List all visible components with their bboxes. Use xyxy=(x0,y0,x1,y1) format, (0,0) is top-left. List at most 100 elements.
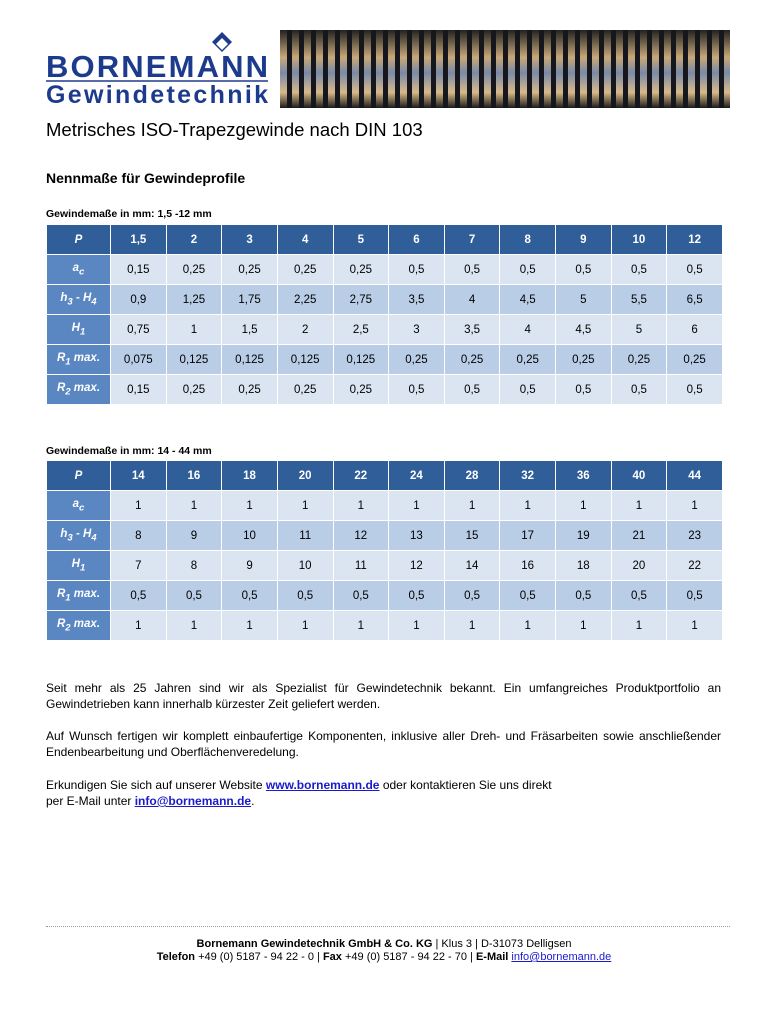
label-part: 2 xyxy=(65,622,71,634)
label-part: h xyxy=(60,291,68,304)
row: h3 - H4 8 9 10 11 12 13 15 17 19 21 23 xyxy=(46,520,723,551)
text: oder kontaktieren Sie uns direkt xyxy=(379,778,552,792)
cell: 2,5 xyxy=(332,314,390,345)
cell: 15 xyxy=(443,520,501,551)
header-cell: 2 xyxy=(165,224,223,255)
label-part: R xyxy=(56,587,66,600)
cell: 0,5 xyxy=(110,580,167,611)
cell: 16 xyxy=(499,550,556,581)
cell: 11 xyxy=(276,520,334,551)
label-part: 1 xyxy=(79,562,86,574)
text: Bornemann Gewindetechnik GmbH & Co. KG xyxy=(196,938,433,950)
cell: 1 xyxy=(499,490,556,521)
cell: 1 xyxy=(165,314,223,345)
cell: 0,125 xyxy=(332,344,390,375)
cell: 0,15 xyxy=(110,254,167,285)
text: +49 (0) 5187 - 94 22 - 70 | xyxy=(341,951,476,963)
header-row: P 14 16 18 20 22 24 28 32 36 40 44 xyxy=(46,460,723,491)
header-cell: 18 xyxy=(221,460,278,491)
cell: 0,25 xyxy=(276,374,334,405)
header-cell: 20 xyxy=(276,460,334,491)
label-part: c xyxy=(79,502,85,514)
cell: 1 xyxy=(610,490,668,521)
cell: 0,25 xyxy=(388,344,445,375)
header-cell: 8 xyxy=(499,224,556,255)
cell: 0,25 xyxy=(610,344,668,375)
label-part: 3 xyxy=(67,532,73,544)
cell: 0,125 xyxy=(165,344,223,375)
text: Erkundigen Sie sich auf unserer Website xyxy=(46,778,266,792)
cell: 1 xyxy=(332,490,390,521)
cell: 5,5 xyxy=(610,284,668,315)
cell: 1 xyxy=(443,490,501,521)
cell: 0,9 xyxy=(110,284,167,315)
row-label: h3 - H4 xyxy=(46,520,111,551)
link[interactable]: info@bornemann.de xyxy=(134,794,252,808)
text: Fax xyxy=(322,951,342,963)
header-cell: 10 xyxy=(610,224,668,255)
label-part: max. xyxy=(70,381,101,394)
cell: 0,5 xyxy=(165,580,223,611)
header-cell: 24 xyxy=(388,460,445,491)
footer: Bornemann Gewindetechnik GmbH & Co. KG |… xyxy=(0,938,768,964)
cell: 0,5 xyxy=(388,374,445,405)
divider xyxy=(46,926,730,927)
text: +49 (0) 5187 - 94 22 - 0 | xyxy=(195,951,323,963)
cell: 0,5 xyxy=(666,580,723,611)
cell: 6 xyxy=(666,314,723,345)
label-part: R xyxy=(56,617,66,630)
text: | Klus 3 | D-31073 Delligsen xyxy=(432,938,572,950)
cell: 5 xyxy=(555,284,612,315)
row-label: R1 max. xyxy=(46,344,111,375)
cell: 0,25 xyxy=(332,254,390,285)
subtitle: Nennmaße für Gewindeprofile xyxy=(46,170,246,186)
cell: 17 xyxy=(499,520,556,551)
label-part: 4 xyxy=(91,296,97,308)
cell: 12 xyxy=(388,550,445,581)
thread-photo xyxy=(280,30,730,108)
label-part: max. xyxy=(70,351,101,364)
cell: 0,15 xyxy=(110,374,167,405)
link[interactable]: www.bornemann.de xyxy=(265,778,380,792)
cell: 2,75 xyxy=(332,284,390,315)
cell: 13 xyxy=(388,520,445,551)
label-part: R xyxy=(56,381,66,394)
row-label: h3 - H4 xyxy=(46,284,111,315)
cell: 0,5 xyxy=(666,374,723,405)
label-part: max. xyxy=(70,587,101,600)
label-part: 4 xyxy=(91,532,97,544)
cell: 9 xyxy=(221,550,278,581)
row-label: ac xyxy=(46,490,111,521)
paragraph: Auf Wunsch fertigen wir komplett einbauf… xyxy=(46,729,721,759)
row-label: R2 max. xyxy=(46,610,111,641)
row: R1 max. 0,5 0,5 0,5 0,5 0,5 0,5 0,5 0,5 0,5 0,5 0,5 xyxy=(46,580,723,611)
cell: 1,25 xyxy=(165,284,223,315)
row: ac 0,15 0,25 0,25 0,25 0,25 0,5 0,5 0,5 0,5 0,5 0,5 xyxy=(46,254,723,285)
cell: 0,5 xyxy=(443,254,501,285)
label-part: c xyxy=(79,266,85,278)
cell: 1 xyxy=(555,490,612,521)
cell: 0,25 xyxy=(666,344,723,375)
cell: 0,75 xyxy=(110,314,167,345)
row: R2 max. 0,15 0,25 0,25 0,25 0,25 0,5 0,5 0,5 0,5 0… xyxy=(46,374,723,405)
cell: 1,75 xyxy=(221,284,278,315)
cell: 18 xyxy=(555,550,612,581)
cell: 0,5 xyxy=(555,374,612,405)
header-cell: 6 xyxy=(388,224,445,255)
cell: 5 xyxy=(610,314,668,345)
cell: 1 xyxy=(388,490,445,521)
logo-graphic: BORNEMANN Gewindetechnik xyxy=(46,32,268,109)
header-cell: 32 xyxy=(499,460,556,491)
link[interactable]: info@bornemann.de xyxy=(511,951,612,963)
header-cell: 3 xyxy=(221,224,278,255)
label-part: - H xyxy=(72,527,92,540)
header-cell: 1,5 xyxy=(110,224,167,255)
paragraph: Seit mehr als 25 Jahren sind wir als Spe… xyxy=(46,681,721,711)
row: R2 max. 1 1 1 1 1 1 1 1 1 1 1 xyxy=(46,610,723,641)
label-part: 1 xyxy=(79,326,86,338)
cell: 0,075 xyxy=(110,344,167,375)
cell: 1 xyxy=(666,490,723,521)
cell: 22 xyxy=(666,550,723,581)
cell: 8 xyxy=(110,520,167,551)
